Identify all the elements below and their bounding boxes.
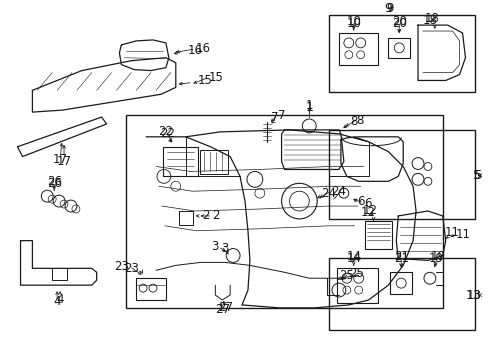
Text: 26: 26: [46, 177, 61, 190]
Text: 1: 1: [305, 101, 312, 114]
Text: 23: 23: [114, 260, 129, 273]
Text: 4: 4: [56, 293, 64, 306]
Text: 9: 9: [384, 2, 391, 15]
Text: 10: 10: [346, 17, 361, 30]
Text: 27: 27: [214, 303, 229, 316]
Text: 9: 9: [386, 2, 393, 15]
Bar: [136, 278, 165, 300]
Text: 18: 18: [422, 14, 436, 27]
Text: 19: 19: [427, 252, 443, 265]
Text: 16: 16: [188, 44, 203, 57]
Text: 25: 25: [339, 269, 353, 282]
Text: 8: 8: [356, 113, 364, 126]
Text: 7: 7: [277, 109, 285, 122]
Text: 6: 6: [356, 195, 364, 208]
Text: 24: 24: [330, 185, 346, 198]
Text: 3: 3: [210, 240, 218, 253]
Text: 2: 2: [201, 210, 209, 222]
Text: 11: 11: [444, 226, 459, 239]
Bar: [387, 38, 409, 58]
Text: 12: 12: [362, 204, 377, 217]
Bar: [328, 130, 474, 219]
Bar: [328, 258, 474, 330]
Bar: [126, 115, 442, 308]
Text: 19: 19: [429, 250, 445, 263]
Text: 23: 23: [123, 262, 139, 275]
Text: 13: 13: [465, 288, 480, 302]
Bar: [328, 15, 474, 92]
Text: 27: 27: [217, 301, 232, 314]
Text: 22: 22: [160, 127, 175, 140]
Text: 15: 15: [208, 71, 223, 84]
Text: 15: 15: [198, 74, 212, 87]
Text: 25: 25: [348, 267, 363, 280]
Text: 8: 8: [349, 116, 357, 129]
Text: 2: 2: [212, 210, 220, 222]
Text: 4: 4: [53, 296, 61, 309]
Bar: [338, 33, 378, 65]
Bar: [200, 150, 228, 174]
Text: 21: 21: [393, 252, 408, 265]
Text: 6: 6: [363, 197, 370, 210]
Text: 21: 21: [393, 250, 408, 263]
Bar: [336, 268, 378, 303]
Text: 20: 20: [391, 17, 406, 30]
Text: 17: 17: [57, 155, 71, 168]
Text: 3: 3: [221, 242, 228, 255]
Text: 1: 1: [305, 99, 312, 112]
Text: 5: 5: [472, 169, 480, 182]
Text: 24: 24: [321, 187, 336, 200]
Bar: [389, 272, 411, 294]
Text: 11: 11: [455, 228, 469, 241]
Bar: [179, 211, 192, 225]
Bar: [163, 147, 197, 176]
Text: 7: 7: [270, 111, 278, 123]
Text: 13: 13: [466, 288, 480, 302]
Text: 17: 17: [53, 153, 67, 166]
Text: 5: 5: [473, 169, 480, 182]
Text: 16: 16: [195, 42, 210, 55]
Text: 26: 26: [46, 175, 61, 188]
Text: 18: 18: [424, 12, 438, 25]
Text: 14: 14: [346, 252, 361, 265]
Text: 22: 22: [158, 125, 173, 138]
Text: 10: 10: [346, 15, 361, 28]
Text: 14: 14: [346, 250, 361, 263]
Text: 12: 12: [360, 207, 375, 220]
Bar: [364, 221, 391, 248]
Text: 20: 20: [391, 15, 406, 28]
